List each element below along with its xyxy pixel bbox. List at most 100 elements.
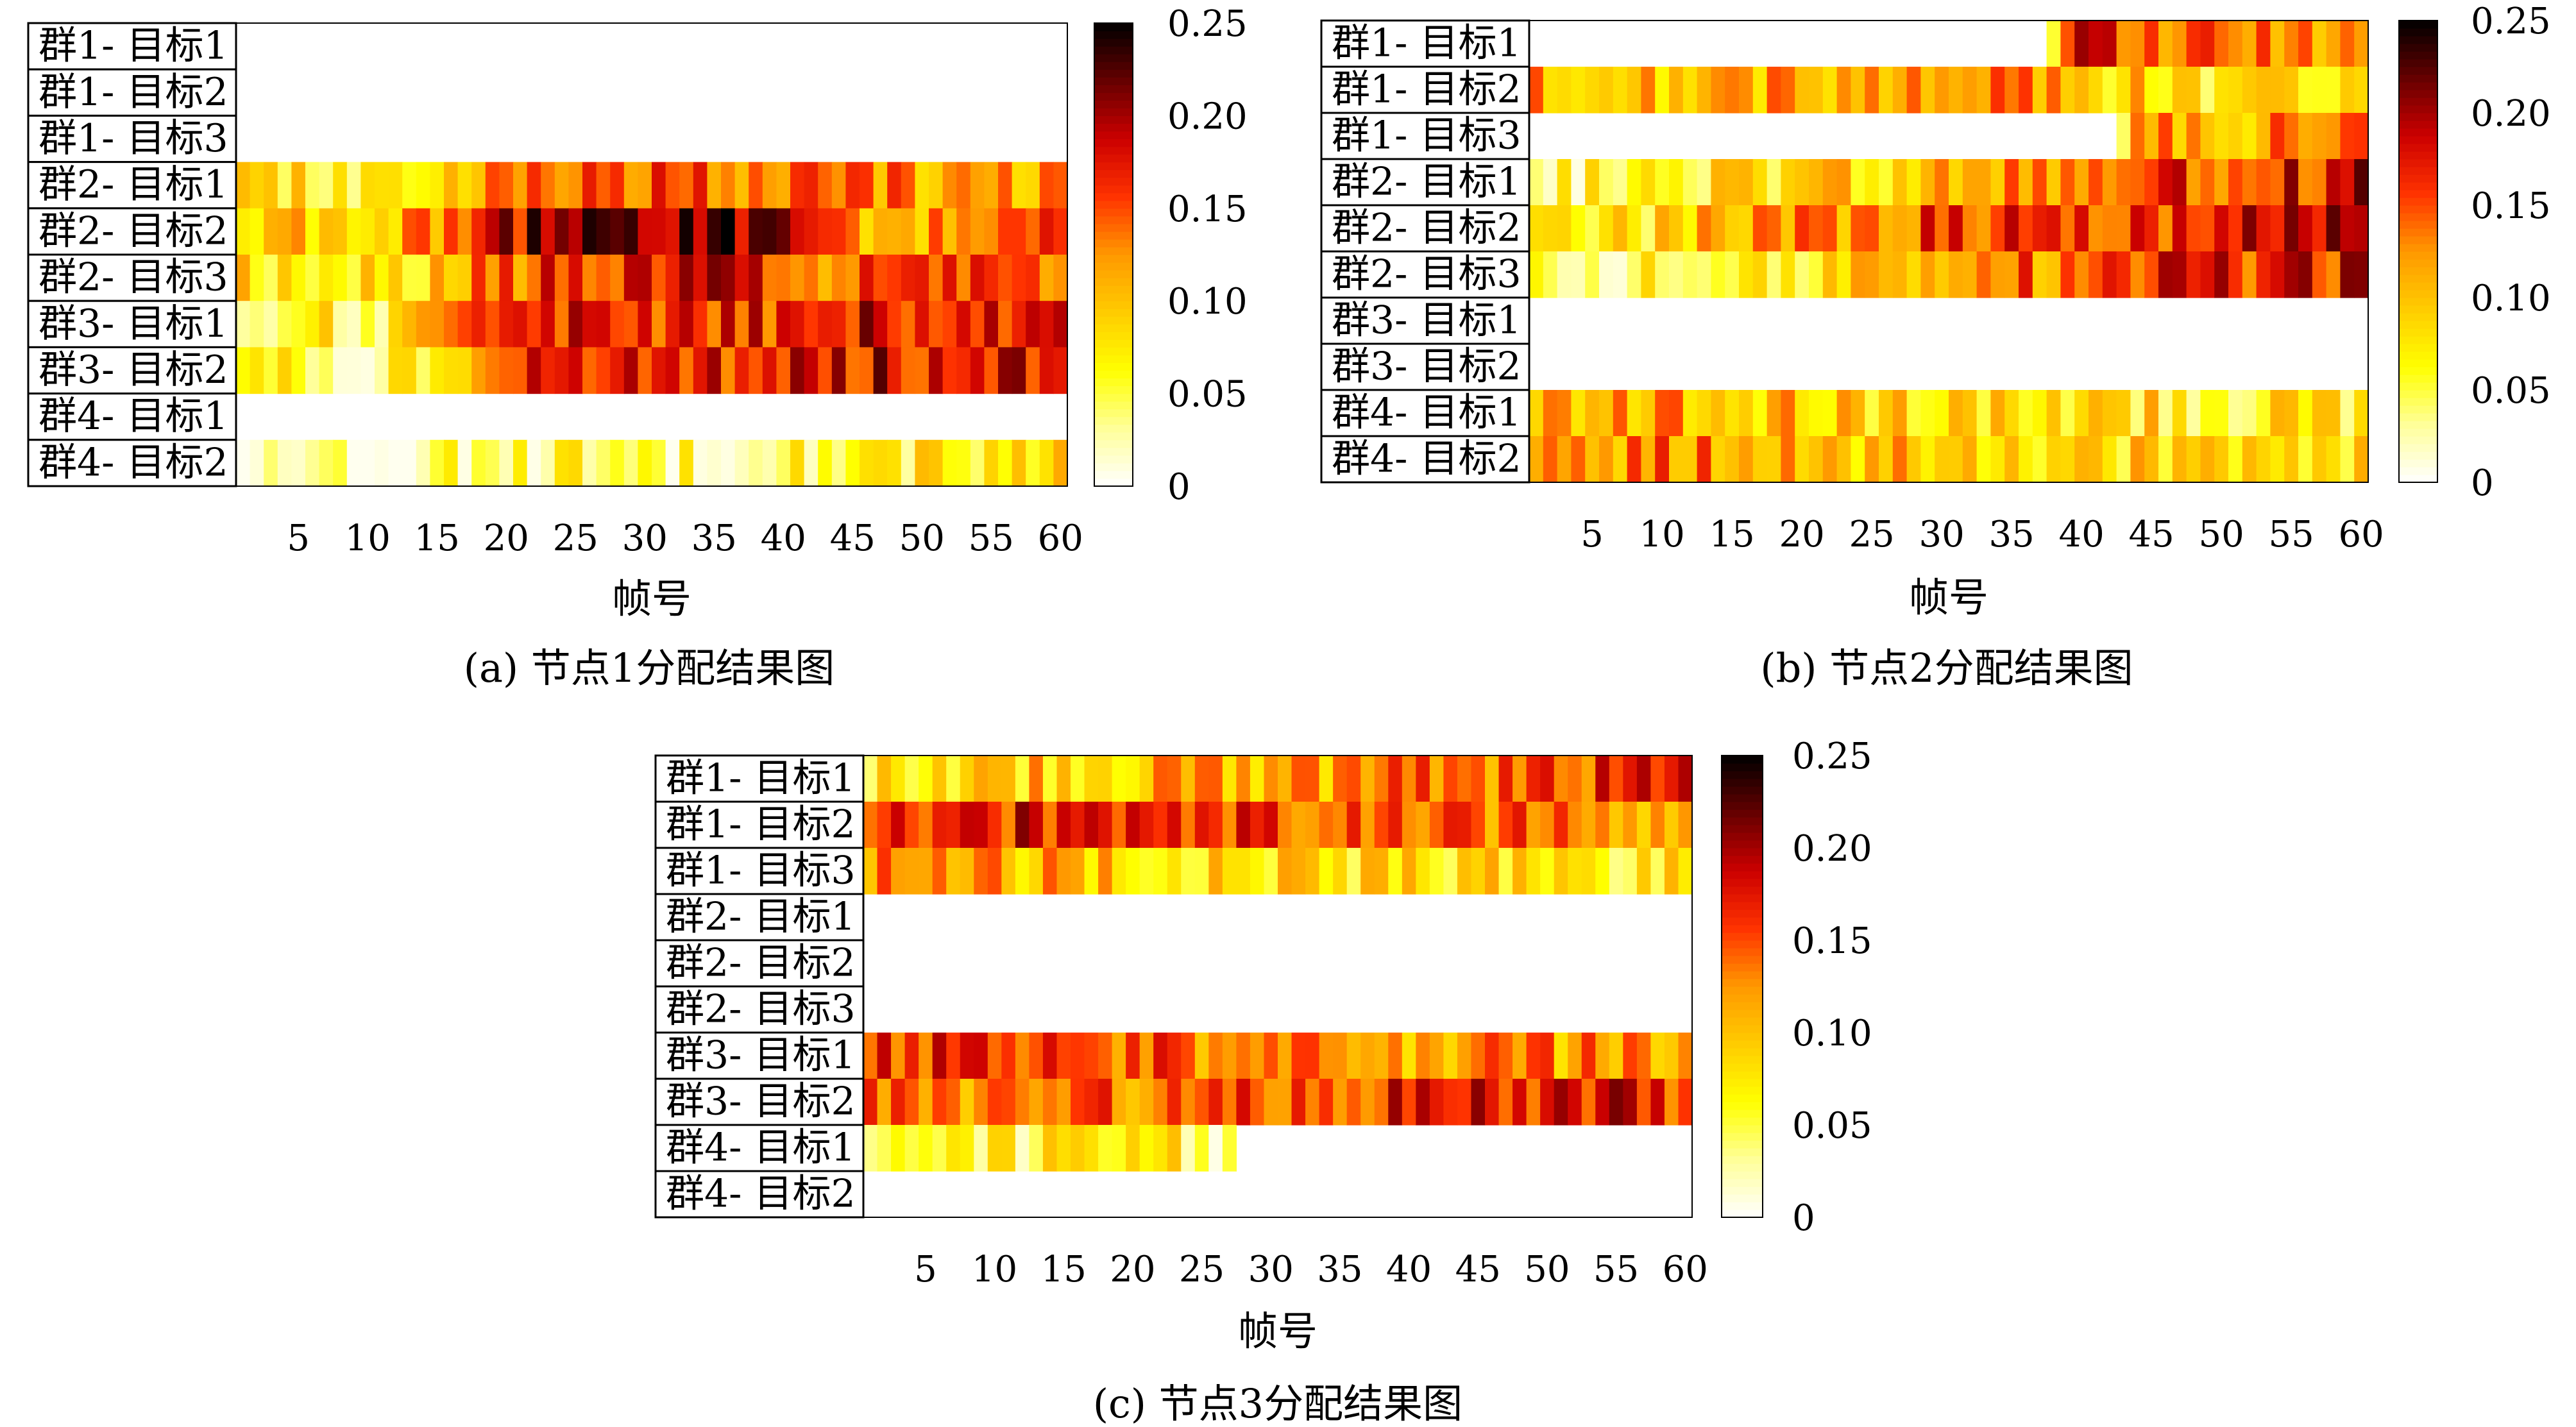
heatmap-cell	[1892, 205, 1908, 252]
heatmap-cell	[2130, 21, 2145, 67]
heatmap-cell	[845, 301, 860, 348]
heatmap-cell	[2354, 113, 2369, 160]
heatmap-cell	[1139, 802, 1154, 849]
x-tick-label: 5	[287, 518, 310, 559]
colorbar-tick-label: 0.20	[2471, 93, 2551, 135]
heatmap-cell	[1949, 390, 1963, 437]
heatmap-cell	[1571, 251, 1586, 298]
heatmap-cell	[2256, 251, 2271, 298]
heatmap-cell	[1012, 439, 1026, 487]
heatmap-cell	[610, 208, 625, 255]
heatmap-cell	[1697, 436, 1711, 483]
colorbar-band	[2399, 436, 2437, 444]
heatmap-cell	[1194, 1033, 1209, 1079]
heatmap-cell	[1001, 1079, 1016, 1126]
colorbar-band	[1722, 1079, 1763, 1087]
heatmap-cell	[305, 162, 320, 209]
row-label-box	[1320, 250, 1530, 299]
colorbar-band	[1094, 85, 1133, 93]
heatmap-cell	[444, 347, 459, 394]
heatmap-cell	[2089, 436, 2103, 483]
heatmap-cell	[1388, 1033, 1403, 1079]
heatmap-cell	[1026, 301, 1040, 348]
heatmap-cell	[762, 162, 777, 209]
heatmap-cell	[1599, 436, 1614, 483]
heatmap-cell	[2228, 159, 2243, 206]
heatmap-cell	[1471, 1033, 1486, 1079]
heatmap-cell	[762, 208, 777, 255]
heatmap-cell	[2256, 113, 2271, 160]
heatmap-cell	[970, 439, 985, 487]
colorbar-band	[2399, 21, 2437, 29]
heatmap-cell	[1194, 802, 1209, 849]
heatmap-cell	[1568, 802, 1582, 849]
row-label-box	[1320, 389, 1530, 437]
heatmap-cell	[2004, 436, 2019, 483]
heatmap-cell	[499, 347, 514, 394]
heatmap-cell	[1781, 390, 1795, 437]
heatmap-cell	[904, 1033, 919, 1079]
heatmap-cell	[2340, 251, 2355, 298]
heatmap-cell	[2256, 390, 2271, 437]
heatmap-cell	[2130, 436, 2145, 483]
heatmap-cell	[430, 162, 445, 209]
heatmap-cell	[1879, 436, 1894, 483]
heatmap-cell	[402, 439, 417, 487]
heatmap-cell	[1526, 802, 1541, 849]
heatmap-cell	[1623, 756, 1638, 802]
heatmap-cell	[2298, 251, 2313, 298]
heatmap-cell	[2102, 251, 2117, 298]
heatmap-cell	[333, 301, 348, 348]
colorbar-band	[2399, 59, 2437, 67]
heatmap-cell	[1513, 802, 1527, 849]
heatmap-cell	[319, 439, 334, 487]
heatmap-cell	[1976, 436, 1991, 483]
heatmap-cell	[333, 162, 348, 209]
heatmap-cell	[1181, 1125, 1196, 1172]
heatmap-cell	[541, 208, 555, 255]
heatmap-cell	[2200, 113, 2215, 160]
heatmap-cell	[319, 162, 334, 209]
heatmap-cell	[960, 1125, 974, 1172]
colorbar-band	[1722, 902, 1763, 910]
heatmap-cell	[1599, 251, 1614, 298]
heatmap-cell	[388, 347, 403, 394]
heatmap-cell	[2116, 21, 2131, 67]
heatmap-cell	[1015, 802, 1030, 849]
heatmap-cell	[1613, 67, 1628, 114]
heatmap-cell	[790, 162, 805, 209]
heatmap-cell	[2270, 390, 2285, 437]
heatmap-cell	[1250, 1033, 1265, 1079]
heatmap-cell	[1711, 67, 1725, 114]
heatmap-cell	[1278, 756, 1292, 802]
heatmap-cell	[2158, 113, 2173, 160]
heatmap-cell	[2186, 113, 2201, 160]
colorbar-band	[2399, 151, 2437, 160]
heatmap-cell	[1291, 1079, 1306, 1126]
heatmap-cell	[416, 439, 430, 487]
heatmap-cell	[250, 208, 264, 255]
colorbar-band	[1722, 1163, 1763, 1172]
heatmap-cell	[2046, 67, 2061, 114]
heatmap-cell	[831, 162, 846, 209]
colorbar-band	[1094, 447, 1133, 456]
heatmap-cell	[2228, 436, 2243, 483]
heatmap-cell	[2046, 390, 2061, 437]
heatmap-cell	[2074, 205, 2089, 252]
heatmap-cell	[860, 162, 874, 209]
heatmap-cell	[1126, 1033, 1140, 1079]
heatmap-cell	[2284, 159, 2299, 206]
heatmap-cell	[1513, 848, 1527, 895]
heatmap-cell	[1053, 208, 1068, 255]
heatmap-cell	[1167, 848, 1182, 895]
heatmap-cell	[1595, 1079, 1610, 1126]
heatmap-cell	[1752, 251, 1768, 298]
heatmap-cell	[1071, 802, 1085, 849]
heatmap-cell	[1543, 390, 1558, 437]
heatmap-cell	[1167, 1125, 1182, 1172]
heatmap-cell	[1264, 1079, 1278, 1126]
heatmap-cell	[305, 439, 320, 487]
row-label: 群4- 目标2	[1332, 436, 1521, 481]
heatmap-cell	[623, 255, 638, 301]
